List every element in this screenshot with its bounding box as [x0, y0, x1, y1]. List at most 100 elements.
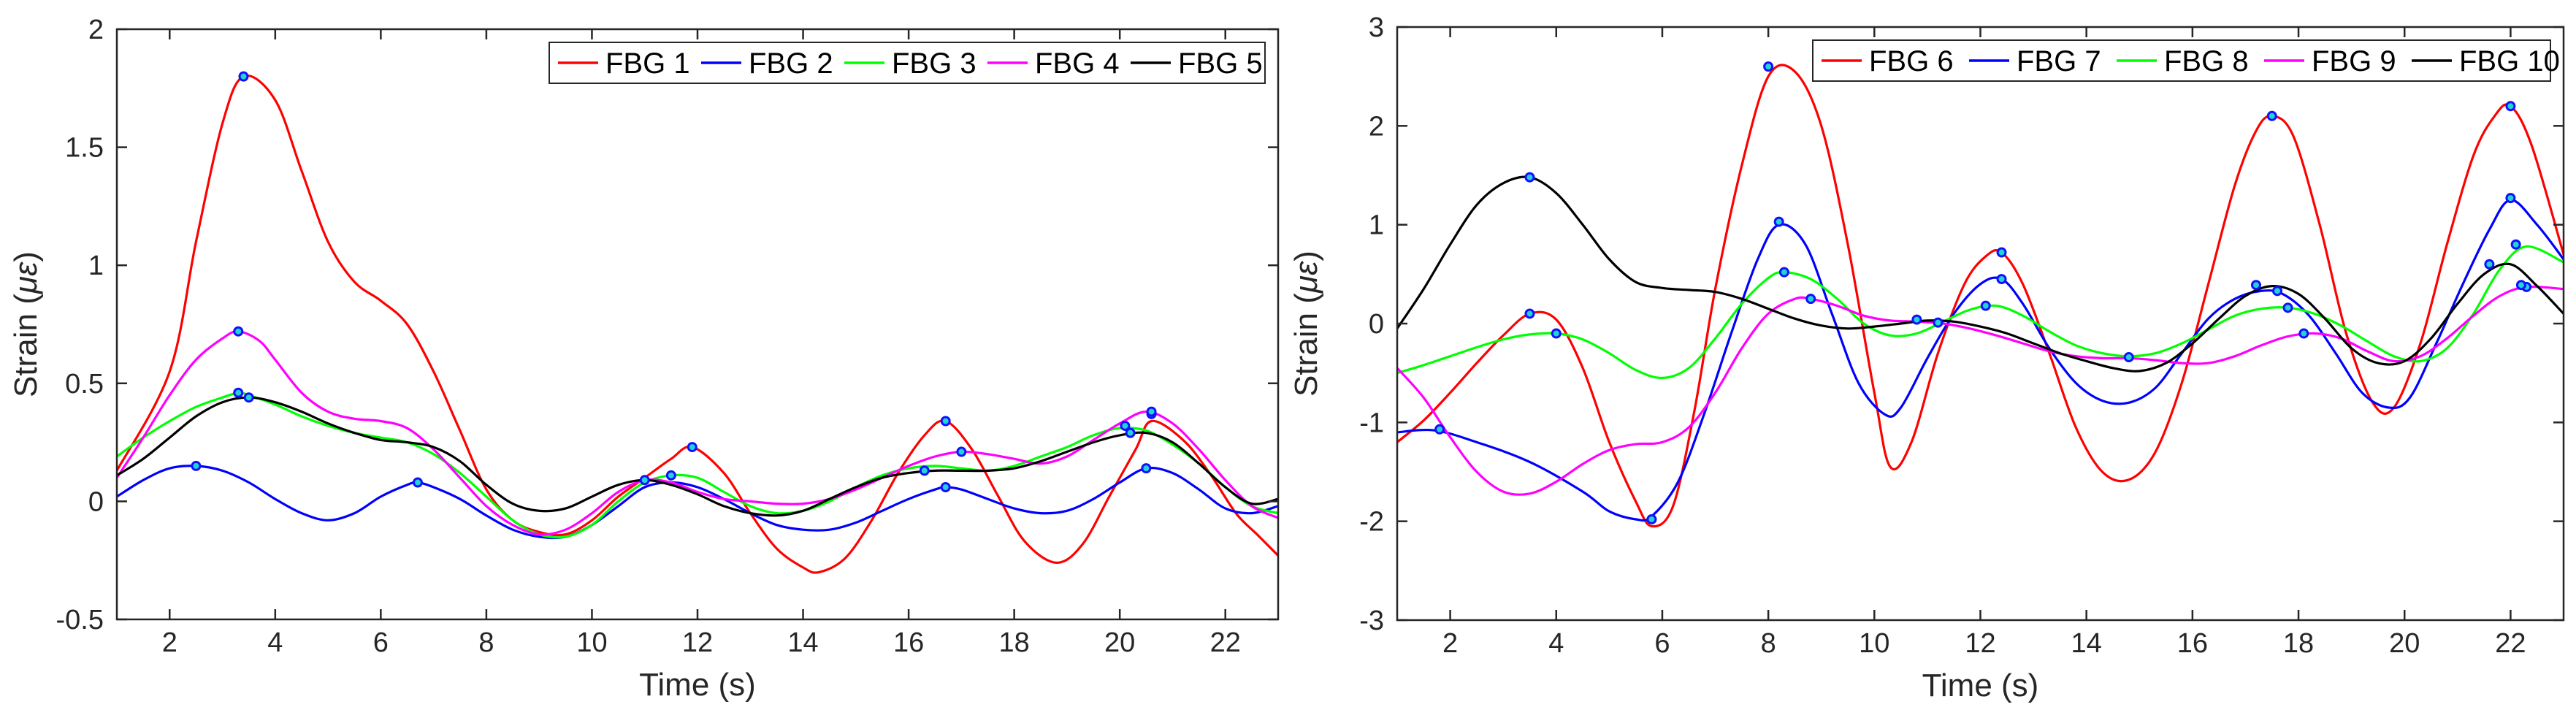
left-series-line-3 — [117, 391, 1278, 539]
left-peak-marker-2-1 — [191, 460, 202, 471]
right-legend-label-1: FBG 6 — [1869, 45, 1954, 77]
right-x-tick-label: 18 — [2283, 628, 2314, 659]
right-legend-label-2: FBG 7 — [2017, 45, 2101, 77]
right-peak-marker-4-4 — [2298, 328, 2309, 339]
left-y-tick-label: 0 — [88, 486, 104, 517]
right-series-line-5 — [1397, 175, 2564, 373]
left-peak-marker-5-2 — [639, 475, 650, 486]
right-peak-marker-5-4 — [2484, 259, 2495, 270]
left-x-tick-label: 4 — [267, 627, 283, 658]
left-y-label-prefix: Strain ( — [8, 294, 44, 397]
right-x-tick-label: 4 — [1548, 628, 1564, 659]
left-series-layer — [117, 71, 1278, 574]
right-peak-marker-5-3 — [2250, 280, 2261, 291]
right-legend: FBG 6 FBG 7 FBG 8 FBG 9 FBG 10 — [1812, 39, 2560, 82]
left-peak-marker-4-1 — [233, 326, 244, 337]
left-legend: FBG 1 FBG 2 FBG 3 FBG 4 FBG 5 — [549, 42, 1266, 84]
left-x-tick-label: 20 — [1104, 627, 1135, 658]
right-peak-marker-5-5 — [2515, 280, 2526, 291]
right-x-tick-label: 10 — [1859, 628, 1889, 659]
left-plot-area — [117, 29, 1278, 619]
left-legend-label-4: FBG 4 — [1035, 47, 1120, 80]
left-y-axis-label: Strain (με) — [8, 251, 44, 397]
right-peak-marker-1-2 — [1763, 61, 1774, 72]
right-y-tick-label: 1 — [1369, 210, 1384, 241]
left-peak-marker-5-1 — [243, 392, 254, 403]
right-peak-marker-2-3 — [1773, 216, 1784, 227]
left-peak-marker-3-1 — [233, 387, 244, 398]
left-x-tick-label: 22 — [1210, 627, 1241, 658]
right-y-label-unit: με — [1288, 261, 1324, 294]
right-peak-marker-2-5 — [2272, 286, 2283, 297]
left-y-label-suffix: ) — [8, 251, 44, 262]
left-peak-marker-3-2 — [665, 470, 676, 481]
right-peak-marker-2-6 — [2505, 193, 2516, 204]
right-peak-marker-4-2 — [1933, 317, 1944, 328]
left-legend-label-5: FBG 5 — [1178, 47, 1263, 80]
left-series-line-5 — [117, 396, 1278, 517]
right-peak-marker-4-3 — [2123, 352, 2134, 363]
right-y-label-suffix: ) — [1288, 251, 1324, 261]
right-peak-marker-2-1 — [1434, 424, 1445, 435]
right-peak-marker-3-2 — [1778, 267, 1789, 278]
left-y-tick-label: 1 — [88, 251, 104, 281]
right-x-tick-label: 2 — [1442, 628, 1458, 659]
left-peak-marker-2-3 — [940, 482, 951, 493]
right-y-label-prefix: Strain ( — [1288, 293, 1324, 397]
right-y-axis-label: Strain (με) — [1288, 251, 1324, 397]
left-peak-marker-4-2 — [956, 446, 967, 457]
left-x-tick-label: 12 — [682, 627, 713, 658]
right-peak-marker-3-4 — [2282, 302, 2293, 313]
right-peak-marker-3-5 — [2510, 239, 2521, 250]
right-y-tick-label: 3 — [1369, 12, 1384, 43]
right-peak-marker-1-3 — [1996, 247, 2007, 258]
right-peak-marker-3-1 — [1551, 328, 1562, 339]
left-peak-marker-1-2 — [687, 442, 697, 453]
right-peak-marker-1-5 — [2505, 101, 2516, 112]
right-y-tick-label: 0 — [1369, 309, 1384, 340]
right-legend-label-5: FBG 10 — [2459, 45, 2560, 77]
right-y-tick-label: 2 — [1369, 111, 1384, 142]
right-peak-marker-5-2 — [1911, 314, 1922, 325]
left-series-line-4 — [117, 330, 1278, 536]
left-y-tick-label: 2 — [88, 15, 104, 45]
left-x-tick-label: 18 — [998, 627, 1029, 658]
left-x-tick-label: 6 — [373, 627, 389, 658]
left-y-tick-label: 1.5 — [65, 133, 104, 164]
left-chart: 2 4 6 8 10 12 14 16 18 20 22 -0.5 0 0.5 1 1.5 2 Time (s)… — [8, 15, 1280, 703]
right-peak-marker-2-2 — [1646, 513, 1657, 524]
left-peak-marker-4-3 — [1146, 406, 1157, 417]
right-x-tick-label: 6 — [1654, 628, 1670, 659]
left-peak-marker-1-3 — [940, 416, 951, 427]
left-x-tick-label: 2 — [162, 627, 177, 658]
right-x-tick-label: 20 — [2389, 628, 2420, 659]
right-y-tick-label: -3 — [1359, 606, 1384, 636]
left-peak-marker-5-4 — [1125, 427, 1136, 438]
left-tick-layer: 2 4 6 8 10 12 14 16 18 20 22 -0.5 0 0.5 1 1.5 2 — [56, 15, 1278, 658]
left-legend-label-2: FBG 2 — [749, 47, 833, 80]
right-peak-marker-4-1 — [1805, 294, 1816, 305]
right-x-tick-label: 22 — [2495, 628, 2526, 659]
left-legend-label-3: FBG 3 — [892, 47, 976, 80]
right-x-tick-label: 8 — [1761, 628, 1776, 659]
left-legend-label-1: FBG 1 — [605, 47, 690, 80]
left-x-tick-label: 10 — [576, 627, 607, 658]
right-plot-area — [1397, 27, 2564, 620]
right-peak-marker-2-4 — [1996, 274, 2007, 285]
left-legend-box — [549, 42, 1266, 84]
right-x-tick-label: 14 — [2071, 628, 2102, 659]
right-peak-marker-1-1 — [1524, 308, 1535, 319]
right-series-line-4 — [1397, 285, 2564, 496]
left-y-tick-label: 0.5 — [65, 369, 104, 400]
right-x-tick-label: 16 — [2177, 628, 2208, 659]
right-peak-marker-1-4 — [2266, 110, 2277, 121]
right-y-tick-label: -2 — [1359, 507, 1384, 538]
right-legend-label-3: FBG 8 — [2164, 45, 2249, 77]
left-x-axis-label: Time (s) — [639, 667, 756, 703]
left-x-tick-label: 16 — [893, 627, 924, 658]
left-x-tick-label: 8 — [478, 627, 494, 658]
left-x-tick-label: 14 — [787, 627, 818, 658]
